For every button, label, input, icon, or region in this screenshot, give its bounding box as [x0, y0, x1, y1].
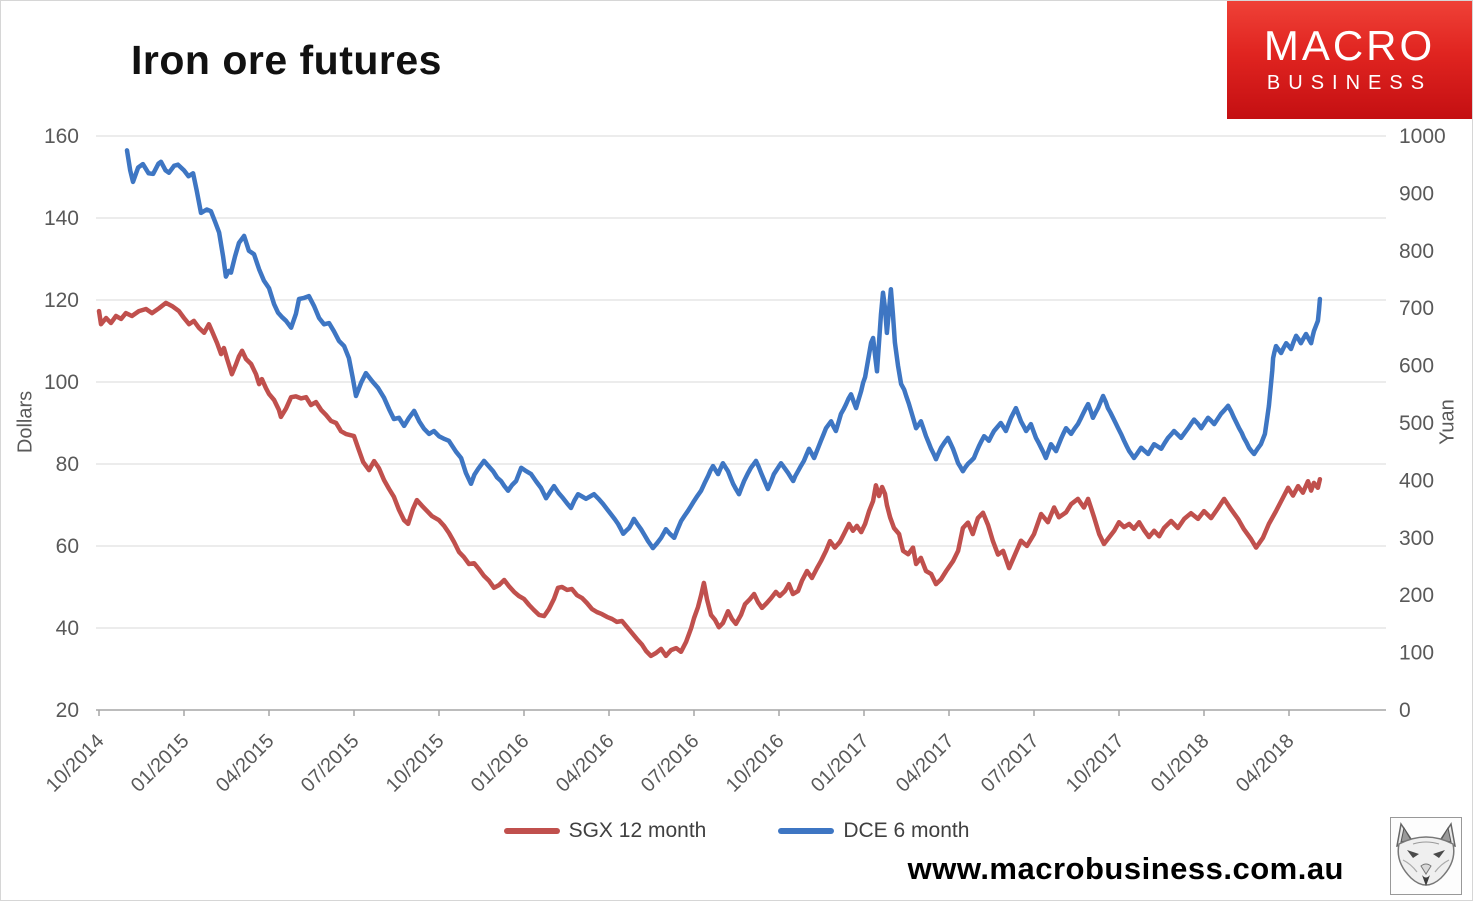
- svg-text:1000: 1000: [1399, 125, 1446, 148]
- svg-text:800: 800: [1399, 240, 1434, 263]
- svg-text:07/2015: 07/2015: [297, 730, 364, 797]
- dce-line-swatch-icon: [778, 828, 835, 834]
- svg-text:04/2015: 04/2015: [212, 730, 279, 797]
- svg-text:10/2016: 10/2016: [722, 730, 789, 797]
- svg-text:140: 140: [44, 207, 79, 230]
- svg-text:300: 300: [1399, 527, 1434, 550]
- legend: SGX 12 month DCE 6 month: [1, 819, 1472, 843]
- sgx-line-swatch-icon: [503, 828, 560, 834]
- fox-logo: [1390, 817, 1462, 895]
- svg-text:01/2017: 01/2017: [807, 730, 874, 797]
- svg-text:10/2017: 10/2017: [1062, 730, 1129, 797]
- svg-text:01/2018: 01/2018: [1147, 730, 1214, 797]
- fox-icon: [1396, 822, 1456, 886]
- svg-text:01/2015: 01/2015: [127, 730, 194, 797]
- svg-text:400: 400: [1399, 469, 1434, 492]
- svg-text:120: 120: [44, 289, 79, 312]
- svg-text:200: 200: [1399, 584, 1434, 607]
- legend-label-dce: DCE 6 month: [843, 819, 970, 842]
- svg-text:10/2014: 10/2014: [42, 730, 109, 797]
- svg-text:700: 700: [1399, 297, 1434, 320]
- legend-item-dce: DCE 6 month: [778, 819, 969, 843]
- page-title: Iron ore futures: [131, 37, 442, 83]
- svg-text:60: 60: [56, 535, 79, 558]
- svg-text:100: 100: [44, 371, 79, 394]
- svg-text:04/2016: 04/2016: [552, 730, 619, 797]
- y-axis-title-yuan: Yuan: [1436, 399, 1459, 445]
- svg-text:04/2018: 04/2018: [1232, 730, 1299, 797]
- svg-text:500: 500: [1399, 412, 1434, 435]
- logo-macro-text: MACRO: [1263, 22, 1436, 69]
- site-url: www.macrobusiness.com.au: [907, 851, 1344, 886]
- svg-text:10/2015: 10/2015: [382, 730, 449, 797]
- svg-text:100: 100: [1399, 642, 1434, 665]
- svg-text:07/2017: 07/2017: [977, 730, 1044, 797]
- svg-text:80: 80: [56, 453, 79, 476]
- svg-text:0: 0: [1399, 699, 1411, 722]
- svg-text:01/2016: 01/2016: [467, 730, 534, 797]
- macrobusiness-logo: MACRO BUSINESS: [1227, 1, 1472, 119]
- svg-text:07/2016: 07/2016: [637, 730, 704, 797]
- svg-text:160: 160: [44, 125, 79, 148]
- svg-text:900: 900: [1399, 182, 1434, 205]
- legend-item-sgx: SGX 12 month: [503, 819, 707, 843]
- y-axis-title-dollars: Dollars: [14, 390, 37, 454]
- svg-text:04/2017: 04/2017: [892, 730, 959, 797]
- svg-text:600: 600: [1399, 355, 1434, 378]
- logo-business-text: BUSINESS: [1266, 72, 1433, 94]
- legend-label-sgx: SGX 12 month: [568, 819, 707, 842]
- svg-text:40: 40: [56, 617, 79, 640]
- svg-text:20: 20: [56, 699, 79, 722]
